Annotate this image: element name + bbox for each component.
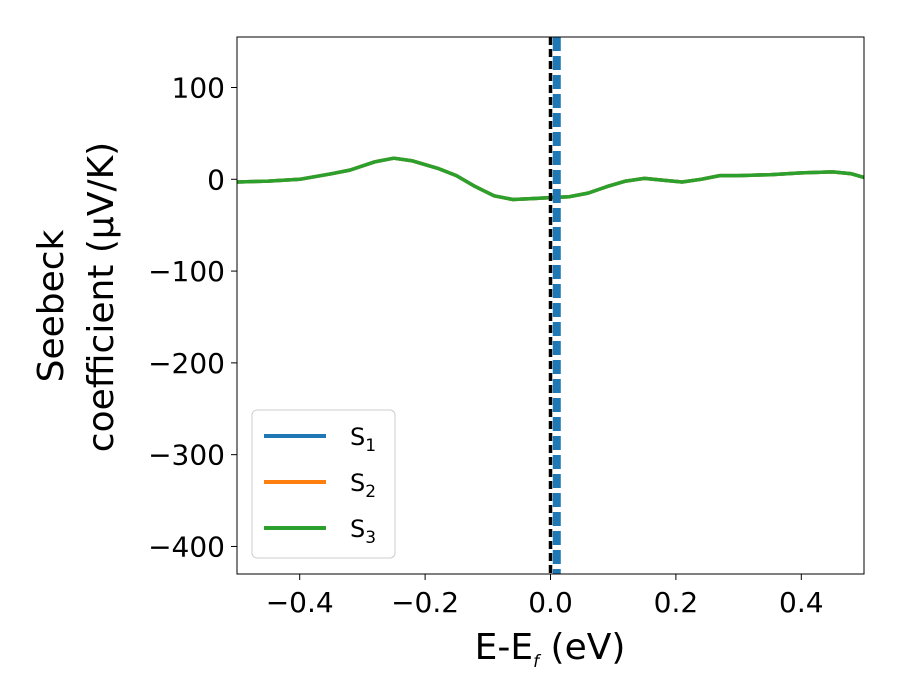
legend-label-S1: S1 [350, 423, 376, 456]
x-tick-label: 0.4 [779, 586, 824, 619]
legend: S1 S2 S3 [251, 409, 396, 559]
y-axis-label-line2: coefficient (μV/K) [81, 142, 122, 452]
legend-label-S2: S2 [350, 469, 376, 502]
y-tick-label: −400 [148, 530, 225, 563]
x-tick-label: −0.2 [391, 586, 459, 619]
x-tick-label: 0.0 [528, 586, 573, 619]
y-tick-label: 100 [172, 71, 225, 104]
y-tick-label: −200 [148, 347, 225, 380]
y-tick-label: −300 [148, 439, 225, 472]
x-axis-label: E-Ef (eV) [475, 627, 626, 672]
y-axis-label-line1: Seebeck [31, 229, 72, 382]
x-tick-label: −0.4 [266, 586, 334, 619]
legend-label-S3: S3 [350, 515, 376, 548]
y-tick-label: 0 [207, 163, 225, 196]
x-tick-label: 0.2 [654, 586, 699, 619]
y-tick-label: −100 [148, 255, 225, 288]
